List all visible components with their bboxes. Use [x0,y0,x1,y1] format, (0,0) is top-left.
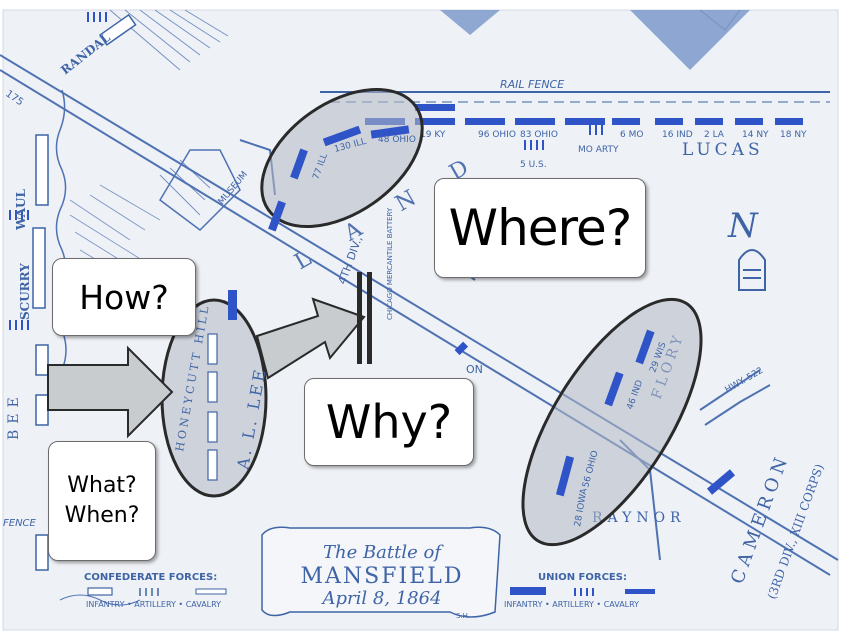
arrow-center [255,297,366,380]
union-legend-text: INFANTRY • ARTILLERY • CAVALRY [504,600,639,609]
title-cartouche: The Battle of MANSFIELD April 8, 1864 S.… [261,526,501,620]
compass-n: N [727,206,759,246]
union-legend: UNION FORCES: INFANTRY • ARTILLERY • CAV… [504,572,655,609]
union-unit-24iowa [706,469,736,495]
roads [0,54,839,576]
unit-label: 19 KY [420,130,446,140]
unit-label: 96 OHIO [478,130,516,140]
why-text: Why? [325,395,453,449]
confederate-legend-text: INFANTRY • ARTILLERY • CAVALRY [86,600,221,609]
unit-label-5us: 5 U.S. [520,160,547,170]
why-callout: Why? [304,378,474,466]
when-text: When? [64,503,140,528]
highlight-ellipse-flory [521,297,703,547]
how-callout: How? [52,258,196,336]
union-unit-labels: 19 KY 96 OHIO 83 OHIO 6 MO 16 IND 2 LA 1… [420,130,807,170]
mouton-partial-label: ON [466,363,483,376]
where-callout: Where? [434,178,646,278]
unit-label: 6 MO [620,130,643,140]
union-line-bar-2 [367,272,372,364]
what-text: What? [67,473,137,498]
unit-label: 18 NY [780,130,807,140]
wavy-border-bottom [59,594,141,606]
bee-label: BEE [6,391,22,440]
raynor-label: RAYNOR [592,510,686,526]
confederate-legend: CONFEDERATE FORCES: INFANTRY • ARTILLERY… [84,572,227,609]
union-units-flory [555,329,655,497]
unit-label: 14 NY [742,130,769,140]
union-unit-2la [454,341,469,356]
union-units-north [268,125,410,232]
unit-label: 83 OHIO [520,130,558,140]
title-line2: MANSFIELD [301,564,464,589]
battery-label: CHICAGO MERCANTILE BATTERY [386,207,394,320]
title-line3: April 8, 1864 [320,588,441,609]
unit-label: 2 LA [704,130,725,140]
unit-label-mo-arty: MO ARTY [578,145,619,155]
artillery-marks [9,12,603,330]
confederate-units-lee [207,290,237,481]
what-when-callout: What? When? [48,441,156,561]
union-line-bar-1 [357,272,362,364]
arrow-left [47,345,174,439]
highlight-ellipse-north [260,87,424,229]
unit-label: 48 OHIO [378,135,416,145]
compass-icon: N [727,206,766,291]
lucas-label: LUCAS [682,140,764,160]
waul-label: WAUL [14,189,28,231]
fence-label: FENCE [3,518,37,529]
how-text: How? [79,277,169,317]
scurry-label: SCURRY [18,263,32,320]
confederate-units-left [32,13,137,571]
unit-label: 16 IND [662,130,693,140]
rail-fence-label: RAIL FENCE [500,78,564,91]
signature: S.H. [456,612,470,620]
title-line1: The Battle of [323,542,444,563]
union-legend-title: UNION FORCES: [538,572,627,583]
confederate-legend-title: CONFEDERATE FORCES: [84,572,217,583]
where-text: Where? [448,199,633,257]
